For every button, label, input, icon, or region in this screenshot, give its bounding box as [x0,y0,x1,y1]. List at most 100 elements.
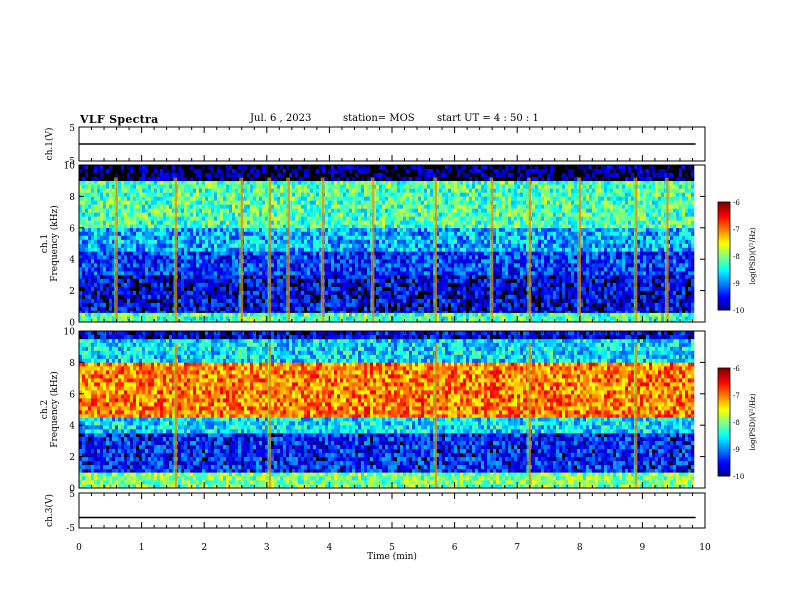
ch1-spectrogram-cell [160,244,163,248]
ch1-spectrogram-cell [328,291,331,295]
ch1-spectrogram-cell [346,275,349,279]
ch1-spectrogram-cell [118,244,121,248]
ch1-spectrogram-cell [130,197,133,201]
ch1-spectrogram-cell [430,221,433,225]
ch1-spectrogram-cell [106,251,109,255]
ch1-spectrogram-cell [202,287,205,291]
ch1-spectrogram-cell [430,177,433,181]
ch1-spectrogram-cell [151,244,154,248]
ch1-spectrogram-cell [142,275,145,279]
ch1-spectrogram-cell [187,307,190,311]
ch1-spectrogram-cell [367,259,370,263]
ch1-spectrogram-cell [151,283,154,287]
ch1-spectrogram-cell [442,291,445,295]
ch1-spectrogram-cell [259,291,262,295]
ch1-spectrogram-cell [190,248,193,252]
ch1-spectrogram-cell [427,271,430,275]
ch1-spectrogram-cell [169,225,172,228]
ch1-spectrogram-cell [214,217,217,221]
ch1-spectrogram-cell [142,181,145,185]
ch1-spectrogram-cell [178,232,181,236]
ch1-spectrogram-cell [97,248,100,252]
ch1-spectrogram-cell [136,217,139,221]
ch1-spectrogram-cell [364,221,367,225]
ch1-spectrogram-cell [412,197,415,201]
ch1-spectrogram-cell [82,244,85,248]
ch1-spectrogram-cell [232,217,235,221]
ch1-spectrogram-cell [106,201,109,205]
ch1-spectrogram-cell [109,236,112,240]
ch1-spectrogram-cell [145,169,148,173]
ch1-spectrogram-cell [109,307,112,311]
ch1-spectrogram-cell [295,279,298,283]
ch1-spectrogram-cell [103,225,106,228]
ch1-spectrogram-cell [397,283,400,287]
ch1-spectrogram-cell [259,283,262,287]
ch1-spectrogram-cell [82,197,85,201]
ch1-spectrogram-cell [361,279,364,283]
ch1-spectrogram-cell [211,251,214,255]
ch1-spectrogram-cell [229,240,232,244]
ch1-spectrogram-cell [340,185,343,189]
ch1-spectrogram-cell [394,213,397,217]
ch1-spectrogram-cell [316,232,319,236]
ch1-spectrogram-cell [349,232,352,236]
ch1-spectrogram-cell [127,221,130,225]
ch1-spectrogram-cell [154,228,157,232]
ch1-spectrogram-cell [430,251,433,255]
ch1-spectrogram-cell [310,291,313,295]
ch1-spectrogram-cell [190,295,193,299]
ch1-spectrogram-cell [145,193,148,197]
ch1-spectrogram-cell [163,173,166,177]
ch1-spectrogram-cell [334,287,337,291]
ch1-spectrogram-cell [244,217,247,221]
ch1-spectrogram-cell [133,189,136,193]
ch1-spectrogram-cell [256,201,259,205]
ch1-spectrogram-cell [88,295,91,299]
ch1-spectrogram-cell [169,177,172,181]
ch1-spectrogram-cell [88,181,91,185]
ch1-spectrogram-cell [418,228,421,232]
ch1-spectrogram-cell [130,311,133,313]
ch1-spectrogram-cell [403,275,406,279]
ch1-spectrogram-cell [181,201,184,205]
ch1-spectrogram-cell [169,213,172,217]
ch1-spectrogram-cell [97,283,100,287]
ch1-spectrogram-cell [343,317,346,321]
ch1-spectrogram-cell [328,213,331,217]
ch1-spectrogram-cell [298,287,301,291]
ch1-spectrogram-cells [79,165,694,322]
ch1-spectrogram-cell [220,228,223,232]
ch1-spectrogram-cell [421,287,424,291]
ch1-spectrogram-cell [424,221,427,225]
ch1-spectrogram-cell [307,225,310,228]
ch1-spectrogram-cell [418,165,421,169]
ch1-spectrogram-cell [343,291,346,295]
ch1-spectrogram-cell [388,313,391,317]
ch1-spectrogram-cell [412,259,415,263]
ch1-spectrogram-cell [340,295,343,299]
ch1-spectrogram-cell [355,173,358,177]
ch1-spectrogram-cell [385,189,388,193]
ch1-spectrogram-cell [358,209,361,213]
ch1-spectrogram-cell [85,248,88,252]
ch1-spectrogram-cell [178,189,181,193]
ch1-spectrogram-cell [439,263,442,267]
ch1-spectrogram-cell [406,240,409,244]
ch1-spectrogram-cell [178,287,181,291]
ch1-spectrogram-cell [343,185,346,189]
ch1-spectrogram-cell [340,251,343,255]
ch1-spectrogram-cell [211,275,214,279]
ch1-spectrogram-cell [208,228,211,232]
ch1-spectrogram-cell [217,205,220,209]
ch1-spectrogram-cell [85,263,88,267]
ch1-spectrogram-cell [199,291,202,295]
ch1-spectrogram-cell [262,181,265,185]
ch1-spectrogram-cell [82,177,85,181]
ch1-spectrogram-cell [283,213,286,217]
ch1-spectrogram-cell [340,221,343,225]
ch1-spectrogram-cell [292,267,295,271]
ch1-spectrogram-cell [430,165,433,169]
ch1-spectrogram-cell [391,299,394,303]
ch1-spectrogram-cell [331,205,334,209]
